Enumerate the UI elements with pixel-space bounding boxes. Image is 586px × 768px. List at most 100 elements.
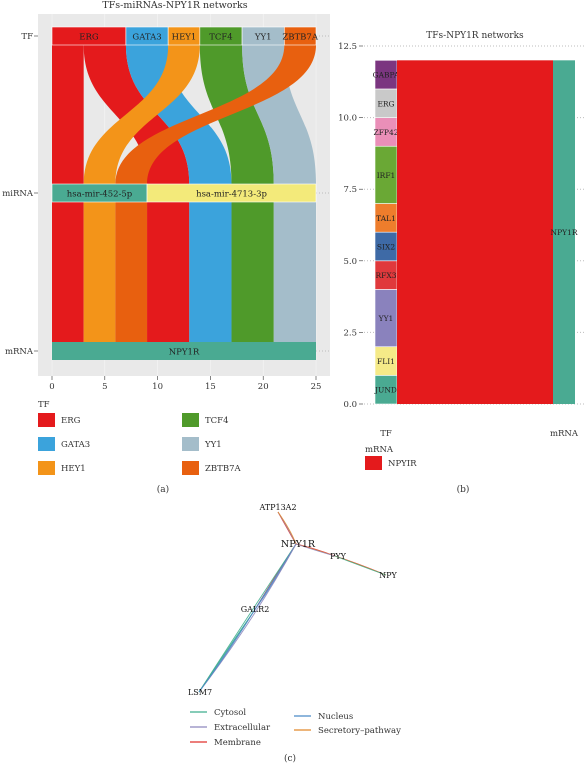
y-tick-label: 5.0 <box>343 257 357 267</box>
legend-swatch-erg <box>38 413 55 427</box>
panel-c-legend: Cytosol Extracellular Membrane Nucleus Secre… <box>190 708 401 748</box>
panel-a-flows <box>52 45 316 342</box>
legend-swatch-gata3 <box>38 437 55 451</box>
legend-swatch-tcf4 <box>182 413 199 427</box>
stratum-tf-zbtb7a <box>284 26 317 46</box>
y-tick-label: 7.5 <box>343 185 357 195</box>
node-npy1r: NPY1R <box>281 539 316 550</box>
edge-galr2-lsm7 <box>198 610 255 693</box>
x-tick-label-tf: TF <box>380 429 392 439</box>
stratum-label-hsa-mir-452-5p: hsa-mir-452-5p <box>67 190 133 200</box>
panel-b-caption: (b) <box>457 484 470 495</box>
flow-gata3-upper <box>125 45 232 184</box>
flow-tcf4-lower <box>231 202 274 342</box>
flow-gata3-lower <box>189 202 232 342</box>
stratum-mrna-npy1r <box>52 342 316 360</box>
legend-title: TF <box>38 400 50 410</box>
flow-erg-lower <box>147 202 190 342</box>
legend-label-membrane: Membrane <box>214 738 261 748</box>
node-pyy: PYY <box>330 552 347 561</box>
tf-segment-label-yy1: YY1 <box>378 314 394 323</box>
legend-label-cytosol: Cytosol <box>214 708 246 718</box>
mrna-bar <box>553 60 575 404</box>
edge-npy1r-pyy <box>295 543 336 557</box>
y-tick-label: 12.5 <box>338 42 357 52</box>
legend-title: mRNA <box>365 445 394 455</box>
legend-label-extracellular: Extracellular <box>214 723 271 733</box>
flow-zbtb7a-lower <box>115 202 148 342</box>
flow-erg-lower <box>52 202 84 342</box>
stratum-mirna-hsa-mir-4713-3p <box>146 183 317 203</box>
x-tick-label: 10 <box>152 382 163 392</box>
mrna-bar-label: NPY1R <box>551 228 578 237</box>
tf-segment-label-gabpa: GABPA <box>373 71 400 80</box>
legend-label-nucleus: Nucleus <box>318 712 353 722</box>
tf-segment-label-zfp42: ZFP42 <box>373 128 398 137</box>
edge-galr2-lsm7 <box>198 610 255 693</box>
tf-segment-label-tal1: TAL1 <box>376 214 396 223</box>
panel-a-strata: ERG GATA3 HEY1 TCF4 YY1 ZBTB7A hsa-mir-452-5p h… <box>51 26 319 360</box>
tf-segment-label-irf1: IRF1 <box>377 171 396 180</box>
edge-pyy-npy <box>334 555 387 576</box>
panel-a-caption: (a) <box>157 484 169 495</box>
tf-segment-label-six2: SIX2 <box>377 242 395 251</box>
stratum-label-yy1: YY1 <box>254 33 272 43</box>
panel-c-network: ATP13A2 NPY1R PYY NPY GALR2 LSM7 <box>188 503 398 697</box>
stratum-label-gata3: GATA3 <box>132 33 161 43</box>
panel-b-legend: mRNA NPYIR <box>365 445 417 470</box>
legend-label-yy1: YY1 <box>204 440 222 450</box>
flow-hey1-lower <box>83 202 116 342</box>
tf-segment-label-fli1: FLI1 <box>377 357 395 366</box>
legend-label-npyir: NPYIR <box>388 459 417 469</box>
y-axis-label-mrna: mRNA <box>5 347 34 357</box>
flow-yy1-lower <box>273 202 316 342</box>
x-tick-label: 0 <box>49 382 54 392</box>
x-tick-label: 15 <box>205 382 216 392</box>
flow-tcf4-upper <box>199 45 274 184</box>
y-axis-label-tf: TF <box>21 32 33 42</box>
flow-band <box>397 60 553 404</box>
flow-erg-upper <box>52 45 84 184</box>
stratum-label-zbtb7a: ZBTB7A <box>282 33 318 43</box>
stratum-label-tcf4: TCF4 <box>209 33 232 43</box>
y-axis-label-mirna: miRNA <box>2 189 34 199</box>
y-tick-label: 2.5 <box>343 328 357 338</box>
x-tick-label: 25 <box>311 382 322 392</box>
flow-yy1-upper <box>242 45 316 184</box>
legend-label-tcf4: TCF4 <box>205 416 228 426</box>
stratum-label-npy1r: NPY1R <box>169 348 200 358</box>
x-tick-label: 20 <box>258 382 269 392</box>
panel-a-axes: TF miRNA mRNA 0 5 10 15 20 25 <box>2 32 321 392</box>
panel-b-axes: 0.0 2.5 5.0 7.5 10.0 12.5 TF mRNA <box>338 42 579 439</box>
panel-b-title: TFs-NPY1R networks <box>426 31 524 41</box>
legend-label-erg: ERG <box>61 416 81 426</box>
legend-label-hey1: HEY1 <box>61 464 86 474</box>
node-npy: NPY <box>379 571 397 580</box>
node-lsm7: LSM7 <box>188 688 212 697</box>
legend-swatch-zbtb7a <box>182 461 199 475</box>
panel-b-bars: JUND FLI1 YY1 RFX3 SIX2 TAL1 IRF1 ZFP42 ERG GABPA… <box>373 60 578 405</box>
tf-segment-label-jund: JUND <box>374 386 397 395</box>
flow-hey1-upper <box>83 45 200 184</box>
stratum-label-hey1: HEY1 <box>172 33 197 43</box>
x-tick-label-mrna: mRNA <box>550 429 579 439</box>
legend-label-secretory-pathway: Secretory–pathway <box>318 726 401 736</box>
x-tick-label: 5 <box>102 382 107 392</box>
stratum-label-erg: ERG <box>79 33 99 43</box>
edge-npy1r-atp13a2 <box>277 511 297 545</box>
node-atp13a2: ATP13A2 <box>258 503 296 512</box>
legend-label-zbtb7a: ZBTB7A <box>205 464 241 474</box>
y-tick-label: 0.0 <box>343 400 357 410</box>
tf-segment-label-rfx3: RFX3 <box>376 271 397 280</box>
legend-swatch-npyir <box>365 456 382 470</box>
panel-c-caption: (c) <box>284 753 296 764</box>
flow-zbtb7a-upper <box>115 45 316 184</box>
tf-segment-label-erg: ERG <box>377 99 394 108</box>
node-galr2: GALR2 <box>241 605 270 614</box>
legend-swatch-hey1 <box>38 461 55 475</box>
legend-label-gata3: GATA3 <box>61 440 90 450</box>
stratum-label-hsa-mir-4713-3p: hsa-mir-4713-3p <box>196 190 267 200</box>
panel-a-legend: TF ERG GATA3 HEY1 TCF4 YY1 ZBTB7A <box>38 400 241 475</box>
legend-swatch-yy1 <box>182 437 199 451</box>
